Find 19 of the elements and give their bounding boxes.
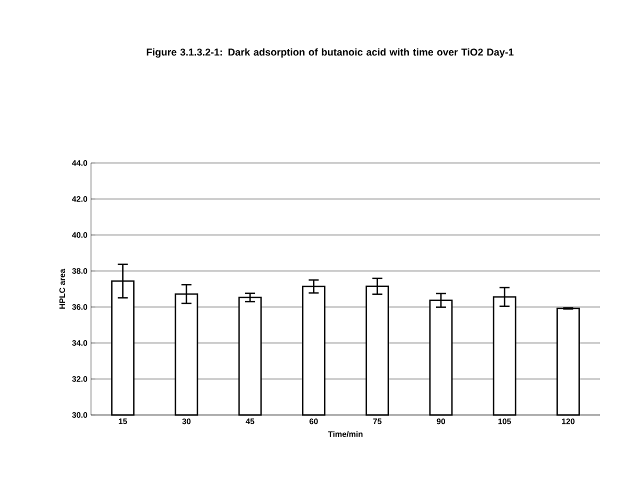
y-tick-label: 30.0: [72, 412, 88, 418]
x-tick-label: 90: [436, 418, 446, 424]
x-tick-label: 60: [310, 418, 318, 424]
x-tick-label: 105: [498, 418, 512, 424]
x-tick-label: 45: [246, 418, 254, 424]
x-tick-label: 75: [373, 418, 382, 424]
x-axis-title: Time/min: [328, 431, 362, 438]
x-tick-label: 30: [182, 418, 191, 424]
y-tick-label: 34.0: [72, 340, 88, 346]
chart-title: Figure 3.1.3.2-1: Dark adsorption of butanoic acid with time over TiO2 Day-1: [146, 48, 514, 58]
y-tick-label: 40.0: [72, 232, 88, 238]
y-tick-label: 38.0: [72, 268, 88, 274]
y-tick-label: 44.0: [72, 160, 88, 166]
x-tick-label: 15: [118, 418, 128, 424]
y-tick-label: 32.0: [72, 376, 88, 382]
x-tick-label: 120: [562, 418, 575, 424]
y-tick-label: 42.0: [72, 196, 88, 202]
y-axis-title: HPLC area: [59, 268, 66, 309]
y-tick-label: 36.0: [72, 304, 88, 310]
